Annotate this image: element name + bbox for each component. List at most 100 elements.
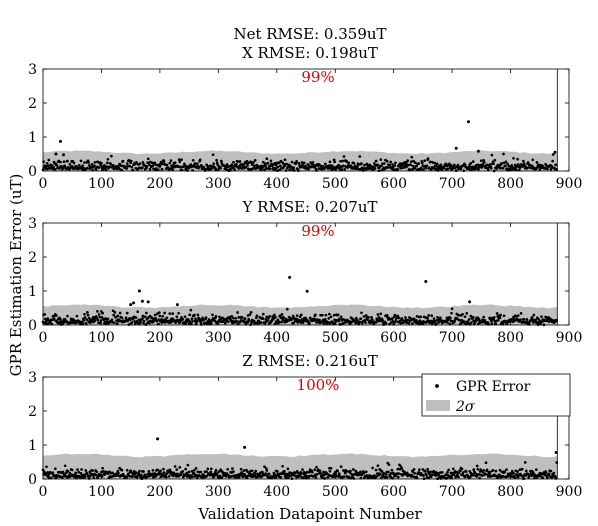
data-point xyxy=(195,476,199,480)
data-point xyxy=(354,321,358,325)
data-point xyxy=(170,320,173,324)
data-point xyxy=(434,164,438,168)
data-point xyxy=(145,311,148,315)
data-point xyxy=(359,317,363,321)
data-point xyxy=(467,318,471,321)
data-point xyxy=(136,310,140,314)
data-point xyxy=(516,475,520,479)
data-point xyxy=(263,162,267,166)
data-point xyxy=(55,164,59,167)
data-point xyxy=(264,167,268,170)
data-point xyxy=(175,315,179,319)
data-point xyxy=(120,316,124,320)
data-point xyxy=(51,471,55,475)
data-point xyxy=(313,468,317,472)
data-point xyxy=(87,161,90,164)
data-point xyxy=(231,467,234,470)
data-point xyxy=(242,163,246,166)
data-point xyxy=(181,469,185,473)
data-point xyxy=(535,161,539,164)
data-point xyxy=(159,469,162,473)
data-point xyxy=(551,153,555,156)
data-point xyxy=(301,476,305,480)
x-tick-label: 200 xyxy=(147,330,174,346)
data-point xyxy=(112,321,116,325)
data-point xyxy=(146,316,150,320)
x-tick-label: 700 xyxy=(439,176,466,192)
data-point xyxy=(157,311,161,314)
data-point xyxy=(382,162,386,165)
data-point xyxy=(371,466,374,470)
data-point xyxy=(184,467,187,471)
data-point xyxy=(110,154,113,158)
data-point xyxy=(479,159,483,163)
data-point xyxy=(53,467,57,471)
data-point xyxy=(116,314,120,318)
data-point xyxy=(501,475,505,478)
data-point xyxy=(91,469,95,472)
x-tick-label: 100 xyxy=(88,330,115,346)
data-point xyxy=(490,322,494,325)
data-point xyxy=(178,320,182,324)
data-point xyxy=(422,168,425,171)
data-point xyxy=(369,321,373,324)
data-point xyxy=(223,321,227,325)
data-point xyxy=(446,321,449,324)
data-point xyxy=(101,470,105,473)
data-point xyxy=(74,471,78,475)
data-point xyxy=(290,160,294,164)
outlier-point xyxy=(175,303,179,307)
data-point xyxy=(96,160,100,164)
data-point xyxy=(199,321,203,324)
data-point xyxy=(175,468,179,471)
data-point xyxy=(475,475,479,478)
data-point xyxy=(128,474,131,478)
data-point xyxy=(76,468,79,471)
data-point xyxy=(418,322,421,326)
data-point xyxy=(112,313,116,317)
data-point xyxy=(477,317,481,321)
data-point xyxy=(128,164,131,168)
data-point xyxy=(178,160,182,164)
data-point xyxy=(374,159,378,163)
data-point xyxy=(463,320,466,324)
data-point xyxy=(97,166,101,169)
data-point xyxy=(427,314,431,317)
data-point xyxy=(315,465,318,469)
data-point xyxy=(394,320,397,324)
data-point xyxy=(297,472,300,475)
data-point xyxy=(322,470,325,474)
data-point xyxy=(246,321,249,324)
data-point xyxy=(125,162,129,165)
data-point xyxy=(329,466,333,470)
data-point xyxy=(426,316,429,320)
data-point xyxy=(488,470,492,474)
data-point xyxy=(85,318,89,321)
data-point xyxy=(230,314,234,318)
data-point xyxy=(141,160,145,164)
data-point xyxy=(327,317,331,320)
data-point xyxy=(250,469,254,473)
data-point xyxy=(128,318,132,321)
data-point xyxy=(264,165,268,168)
data-point xyxy=(186,463,190,467)
data-point xyxy=(111,309,115,313)
data-point xyxy=(340,168,344,171)
data-point xyxy=(273,473,276,476)
data-point xyxy=(226,320,230,323)
data-point xyxy=(173,161,177,165)
data-point xyxy=(554,163,558,167)
data-point xyxy=(424,166,428,170)
data-point xyxy=(84,322,88,326)
data-point xyxy=(252,319,256,323)
data-point xyxy=(63,318,67,321)
data-point xyxy=(219,159,223,163)
data-point xyxy=(86,311,89,314)
data-point xyxy=(295,159,298,163)
data-point xyxy=(269,159,273,163)
data-point xyxy=(549,469,553,473)
data-point xyxy=(306,167,310,171)
data-point xyxy=(161,314,165,318)
data-point xyxy=(246,164,249,167)
data-point xyxy=(492,315,496,319)
